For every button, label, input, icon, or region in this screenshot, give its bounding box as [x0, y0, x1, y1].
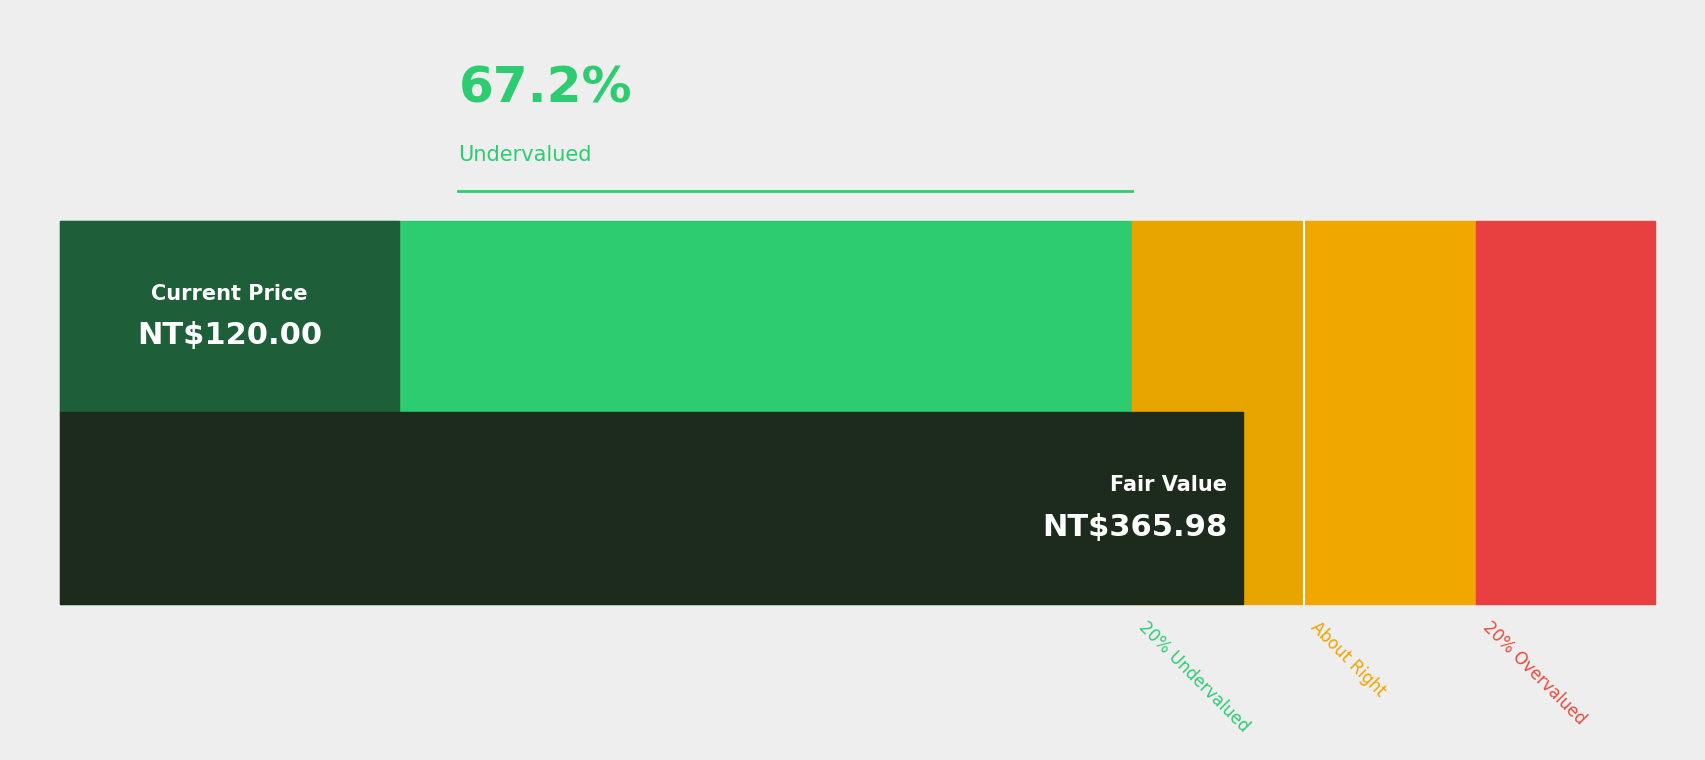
Text: 67.2%: 67.2% [459, 65, 633, 112]
Text: 20% Undervalued: 20% Undervalued [1134, 619, 1251, 736]
Text: Fair Value: Fair Value [1110, 475, 1226, 495]
Text: Undervalued: Undervalued [459, 144, 592, 165]
Text: About Right: About Right [1306, 619, 1388, 700]
Text: 20% Overvalued: 20% Overvalued [1478, 619, 1589, 729]
Bar [60, 412, 1243, 603]
Bar [1303, 221, 1475, 603]
Text: Current Price: Current Price [152, 283, 307, 303]
Bar [1475, 221, 1654, 603]
Text: NT$365.98: NT$365.98 [1042, 512, 1226, 542]
Text: NT$120.00: NT$120.00 [136, 321, 322, 350]
Bar [60, 221, 1130, 603]
Bar [60, 221, 399, 412]
Bar [1130, 221, 1303, 603]
